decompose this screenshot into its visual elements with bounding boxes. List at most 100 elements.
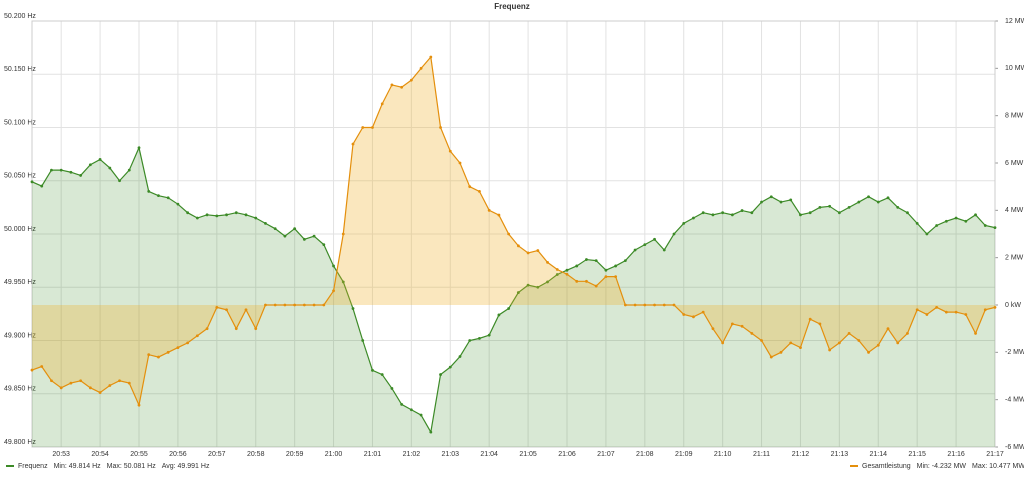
data-point xyxy=(127,381,131,385)
data-point xyxy=(478,336,481,340)
data-point xyxy=(604,275,608,278)
x-tick-label: 21:08 xyxy=(636,451,654,458)
data-point xyxy=(118,379,121,383)
data-point xyxy=(478,190,481,193)
legend-text: Max: 10.477 MW xyxy=(972,463,1024,470)
data-point xyxy=(604,268,608,272)
data-point xyxy=(234,327,238,331)
data-point xyxy=(302,237,306,241)
data-point xyxy=(857,339,861,342)
x-tick-label: 21:10 xyxy=(714,451,732,458)
data-point xyxy=(118,179,121,183)
data-point xyxy=(983,308,987,312)
data-point xyxy=(808,317,812,321)
data-point xyxy=(273,303,277,307)
data-point xyxy=(79,379,83,383)
data-point xyxy=(876,200,880,204)
data-point xyxy=(264,221,267,225)
data-point xyxy=(750,211,754,215)
data-point xyxy=(760,200,763,204)
data-point xyxy=(867,195,870,199)
data-point xyxy=(633,303,637,307)
data-point xyxy=(312,303,316,307)
y-tick-label: 49.950 Hz xyxy=(4,279,36,286)
data-point xyxy=(302,303,306,307)
data-point xyxy=(886,327,890,331)
y-tick-label: 50.000 Hz xyxy=(4,226,36,233)
data-point xyxy=(623,259,627,263)
data-point xyxy=(157,355,160,359)
data-point xyxy=(682,313,686,316)
data-point xyxy=(896,341,900,345)
data-point xyxy=(906,211,909,215)
data-point xyxy=(964,313,968,316)
data-point xyxy=(468,339,472,342)
data-point xyxy=(341,280,345,284)
data-point xyxy=(361,339,365,342)
data-point xyxy=(69,170,73,174)
data-point xyxy=(779,200,783,204)
data-point xyxy=(507,232,511,236)
data-point xyxy=(186,211,190,215)
data-point xyxy=(876,343,880,347)
data-point xyxy=(108,166,112,170)
y-tick-label: 49.850 Hz xyxy=(4,386,36,393)
data-point xyxy=(264,303,267,307)
x-tick-label: 21:09 xyxy=(675,451,693,458)
data-point xyxy=(361,126,365,129)
data-point xyxy=(380,102,384,106)
x-tick-label: 21:07 xyxy=(597,451,615,458)
data-point xyxy=(847,205,851,209)
data-point xyxy=(205,327,209,331)
data-point xyxy=(526,283,530,287)
x-tick-label: 21:12 xyxy=(792,451,810,458)
data-point xyxy=(380,373,384,376)
data-point xyxy=(565,268,569,272)
y2-tick-label: 10 MW xyxy=(1005,65,1024,72)
data-point xyxy=(332,289,335,293)
data-point xyxy=(575,264,579,268)
data-point xyxy=(730,322,734,326)
data-point xyxy=(497,213,501,217)
series-area xyxy=(32,147,995,448)
data-point xyxy=(711,327,715,331)
y2-tick-label: 2 MW xyxy=(1005,255,1024,262)
legend-text: Frequenz xyxy=(18,463,48,470)
data-point xyxy=(935,224,939,227)
data-point xyxy=(750,332,754,335)
data-point xyxy=(351,307,355,310)
data-point xyxy=(536,249,540,252)
data-point xyxy=(546,261,549,264)
y2-tick-label: -4 MW xyxy=(1005,397,1024,404)
data-point xyxy=(974,213,977,217)
data-point xyxy=(98,158,102,161)
legend-text: Min: 49.814 Hz xyxy=(54,463,102,470)
data-point xyxy=(653,303,656,307)
data-point xyxy=(662,303,666,307)
data-point xyxy=(40,184,44,188)
data-point xyxy=(711,213,715,217)
x-tick-label: 21:17 xyxy=(986,451,1004,458)
data-point xyxy=(935,305,939,309)
legend-text: Avg: 49.991 Hz xyxy=(162,463,210,470)
data-point xyxy=(351,142,355,146)
data-point xyxy=(799,213,802,217)
data-point xyxy=(701,310,705,314)
data-point xyxy=(225,308,228,312)
data-point xyxy=(692,216,695,220)
data-point xyxy=(195,334,199,338)
data-point xyxy=(954,310,958,314)
x-tick-label: 20:56 xyxy=(169,451,187,458)
data-point xyxy=(487,208,491,212)
data-point xyxy=(468,185,472,189)
legend-text: Gesamtleistung xyxy=(862,463,911,470)
data-point xyxy=(487,333,491,337)
data-point xyxy=(828,204,832,208)
data-point xyxy=(283,303,287,307)
data-point xyxy=(59,386,63,390)
x-tick-label: 20:54 xyxy=(91,451,109,458)
y-tick-label: 50.100 Hz xyxy=(4,119,36,126)
data-point xyxy=(818,205,822,209)
data-point xyxy=(546,280,549,284)
